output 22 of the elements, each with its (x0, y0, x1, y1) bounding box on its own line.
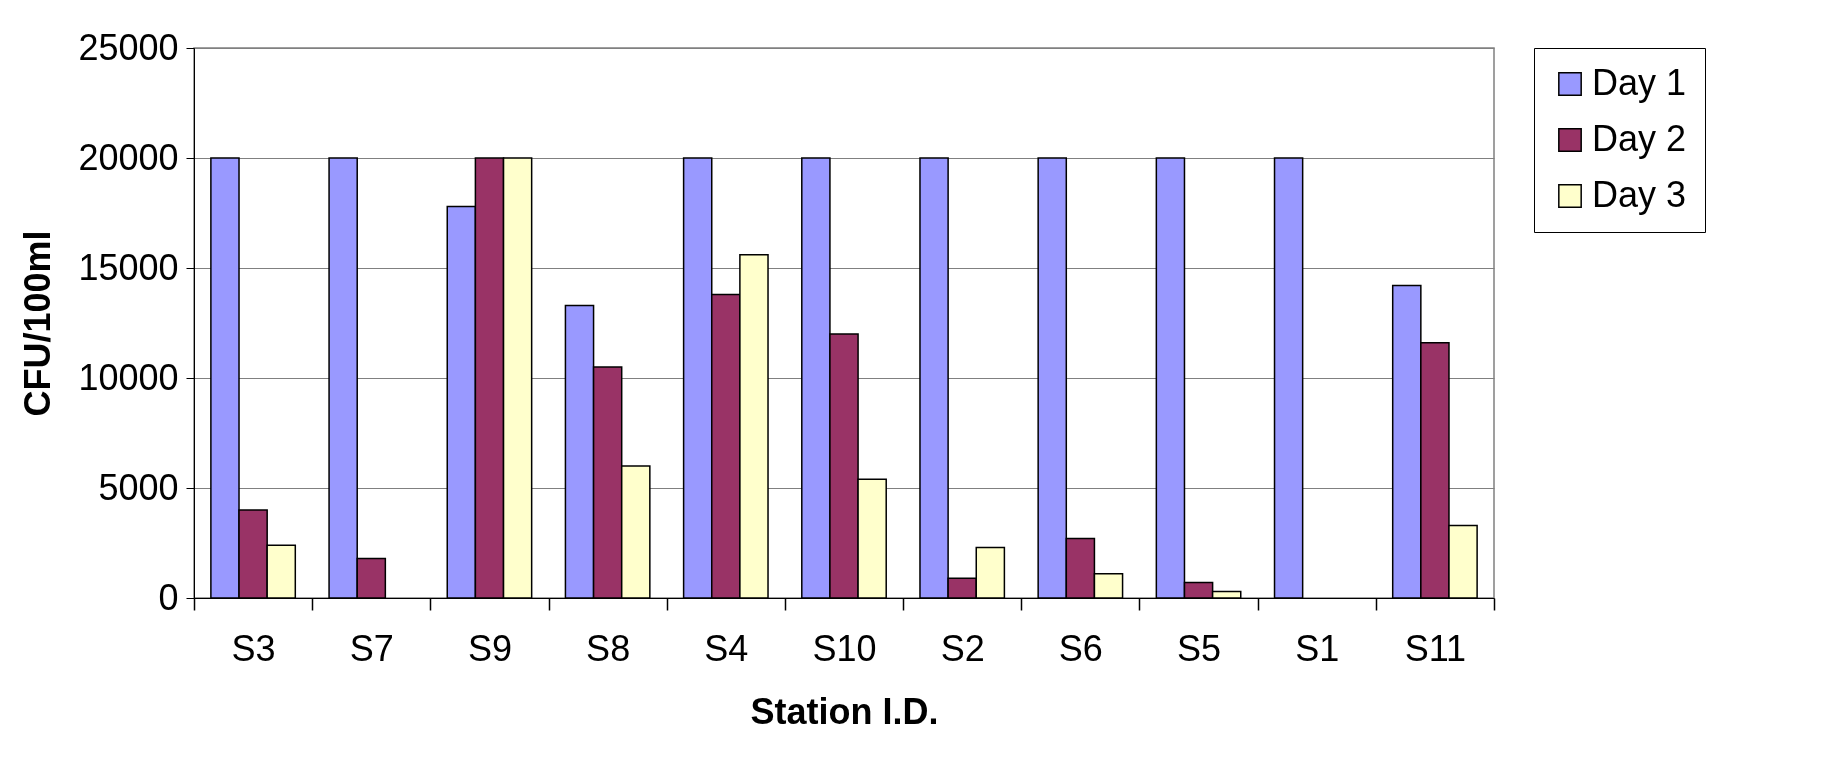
y-tick-label: 5000 (98, 466, 179, 508)
y-tick-label: 20000 (78, 136, 179, 178)
legend-label: Day 3 (1592, 174, 1687, 215)
legend-label: Day 1 (1592, 62, 1687, 103)
y-tick-label: 10000 (78, 356, 179, 398)
x-tick-label: S7 (349, 627, 394, 669)
x-axis-title: Station I.D. (750, 690, 939, 732)
x-tick-label: S8 (586, 627, 631, 669)
y-tick-label: 15000 (78, 246, 179, 288)
x-tick-label: S4 (704, 627, 749, 669)
x-tick-label: S2 (940, 627, 985, 669)
x-tick-label: S3 (231, 627, 276, 669)
legend-label: Day 2 (1592, 118, 1687, 159)
y-tick-label: 0 (158, 576, 179, 618)
x-tick-label: S6 (1058, 627, 1103, 669)
x-tick-label: S11 (1404, 627, 1467, 669)
x-tick-label: S9 (467, 627, 512, 669)
x-tick-label: S1 (1295, 627, 1340, 669)
y-tick-label: 25000 (78, 26, 179, 68)
x-tick-label: S5 (1177, 627, 1222, 669)
y-axis-title: CFU/100ml (17, 230, 59, 417)
x-tick-label: S10 (812, 627, 877, 669)
